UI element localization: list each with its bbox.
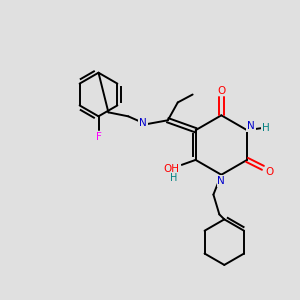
Text: H: H xyxy=(262,123,270,133)
Text: H: H xyxy=(170,173,178,183)
Text: O: O xyxy=(217,85,226,96)
Text: N: N xyxy=(247,121,255,131)
Text: O: O xyxy=(266,167,274,177)
Text: N: N xyxy=(139,118,147,128)
Text: N: N xyxy=(218,176,225,186)
Text: F: F xyxy=(96,132,101,142)
Text: OH: OH xyxy=(164,164,180,174)
